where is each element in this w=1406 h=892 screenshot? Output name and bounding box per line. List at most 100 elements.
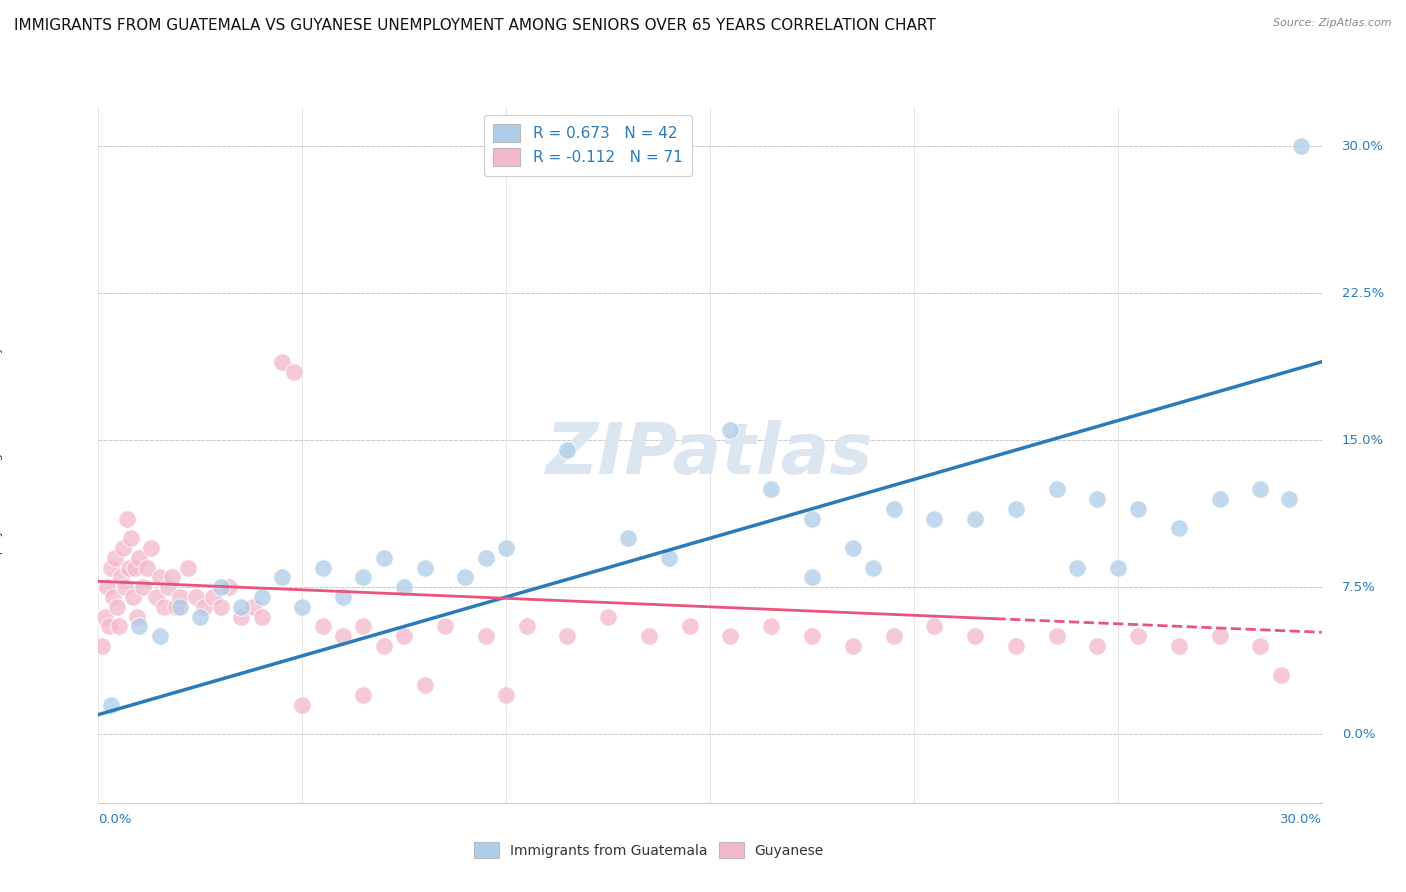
Point bbox=[392, 629, 416, 643]
Point bbox=[100, 698, 122, 712]
Point bbox=[136, 560, 159, 574]
Point bbox=[101, 590, 124, 604]
Point bbox=[312, 560, 335, 574]
Point bbox=[128, 619, 150, 633]
Point bbox=[658, 550, 681, 565]
Point bbox=[270, 570, 294, 584]
Point bbox=[115, 511, 138, 525]
Point bbox=[1107, 560, 1129, 574]
Point bbox=[291, 599, 314, 614]
Point bbox=[177, 560, 200, 574]
Point bbox=[141, 541, 163, 555]
Point bbox=[1249, 482, 1271, 496]
Point bbox=[883, 501, 905, 516]
Point bbox=[104, 550, 127, 565]
Point bbox=[291, 698, 314, 712]
Point bbox=[111, 541, 134, 555]
Point bbox=[186, 590, 208, 604]
Point bbox=[209, 599, 232, 614]
Point bbox=[332, 590, 354, 604]
Point bbox=[149, 570, 172, 584]
Point bbox=[1249, 639, 1271, 653]
Point bbox=[617, 531, 640, 545]
Point bbox=[1004, 639, 1026, 653]
Point bbox=[596, 609, 619, 624]
Point bbox=[165, 599, 187, 614]
Point bbox=[110, 570, 132, 584]
Point bbox=[495, 541, 517, 555]
Point bbox=[283, 365, 305, 379]
Point bbox=[270, 355, 294, 369]
Point bbox=[555, 443, 579, 458]
Point bbox=[250, 590, 273, 604]
Point bbox=[495, 688, 517, 702]
Point bbox=[108, 619, 131, 633]
Point bbox=[352, 570, 374, 584]
Point bbox=[218, 580, 240, 594]
Point bbox=[862, 560, 884, 574]
Point bbox=[193, 599, 215, 614]
Point bbox=[352, 688, 374, 702]
Point bbox=[100, 560, 122, 574]
Text: 30.0%: 30.0% bbox=[1279, 813, 1322, 826]
Point bbox=[132, 580, 155, 594]
Point bbox=[118, 560, 141, 574]
Point bbox=[1066, 560, 1088, 574]
Point bbox=[1278, 491, 1301, 506]
Point bbox=[413, 560, 436, 574]
Point bbox=[1004, 501, 1026, 516]
Point bbox=[332, 629, 354, 643]
Point bbox=[188, 609, 212, 624]
Point bbox=[1128, 629, 1150, 643]
Point bbox=[883, 629, 905, 643]
Point bbox=[433, 619, 456, 633]
Text: IMMIGRANTS FROM GUATEMALA VS GUYANESE UNEMPLOYMENT AMONG SENIORS OVER 65 YEARS C: IMMIGRANTS FROM GUATEMALA VS GUYANESE UN… bbox=[14, 18, 936, 33]
Point bbox=[250, 609, 273, 624]
Point bbox=[392, 580, 416, 594]
Point bbox=[759, 619, 782, 633]
Point bbox=[373, 550, 395, 565]
Point bbox=[1128, 501, 1150, 516]
Point bbox=[145, 590, 167, 604]
Point bbox=[1208, 629, 1232, 643]
Point bbox=[152, 599, 174, 614]
Point bbox=[96, 580, 118, 594]
Text: ZIPatlas: ZIPatlas bbox=[547, 420, 873, 490]
Point bbox=[922, 511, 945, 525]
Point bbox=[160, 570, 183, 584]
Point bbox=[127, 609, 149, 624]
Point bbox=[801, 570, 824, 584]
Point bbox=[312, 619, 335, 633]
Text: Source: ZipAtlas.com: Source: ZipAtlas.com bbox=[1274, 18, 1392, 28]
Point bbox=[1085, 639, 1108, 653]
Point bbox=[922, 619, 945, 633]
Point bbox=[474, 629, 498, 643]
Text: 7.5%: 7.5% bbox=[1341, 581, 1376, 594]
Point bbox=[1085, 491, 1108, 506]
Point bbox=[965, 629, 987, 643]
Point bbox=[1208, 491, 1232, 506]
Text: Unemployment Among Seniors over 65 years: Unemployment Among Seniors over 65 years bbox=[0, 320, 3, 590]
Point bbox=[759, 482, 782, 496]
Point bbox=[637, 629, 661, 643]
Point bbox=[242, 599, 264, 614]
Point bbox=[718, 424, 742, 438]
Point bbox=[413, 678, 436, 692]
Point bbox=[718, 629, 742, 643]
Point bbox=[114, 580, 136, 594]
Point bbox=[1167, 639, 1189, 653]
Point bbox=[965, 511, 987, 525]
Point bbox=[801, 511, 824, 525]
Point bbox=[1045, 482, 1069, 496]
Point bbox=[156, 580, 179, 594]
Point bbox=[91, 639, 114, 653]
Text: 15.0%: 15.0% bbox=[1341, 434, 1384, 447]
Point bbox=[841, 541, 863, 555]
Point bbox=[474, 550, 498, 565]
Point bbox=[201, 590, 224, 604]
Point bbox=[93, 609, 115, 624]
Point bbox=[1291, 139, 1313, 153]
Legend: Immigrants from Guatemala, Guyanese: Immigrants from Guatemala, Guyanese bbox=[467, 835, 831, 865]
Text: 0.0%: 0.0% bbox=[98, 813, 132, 826]
Point bbox=[841, 639, 863, 653]
